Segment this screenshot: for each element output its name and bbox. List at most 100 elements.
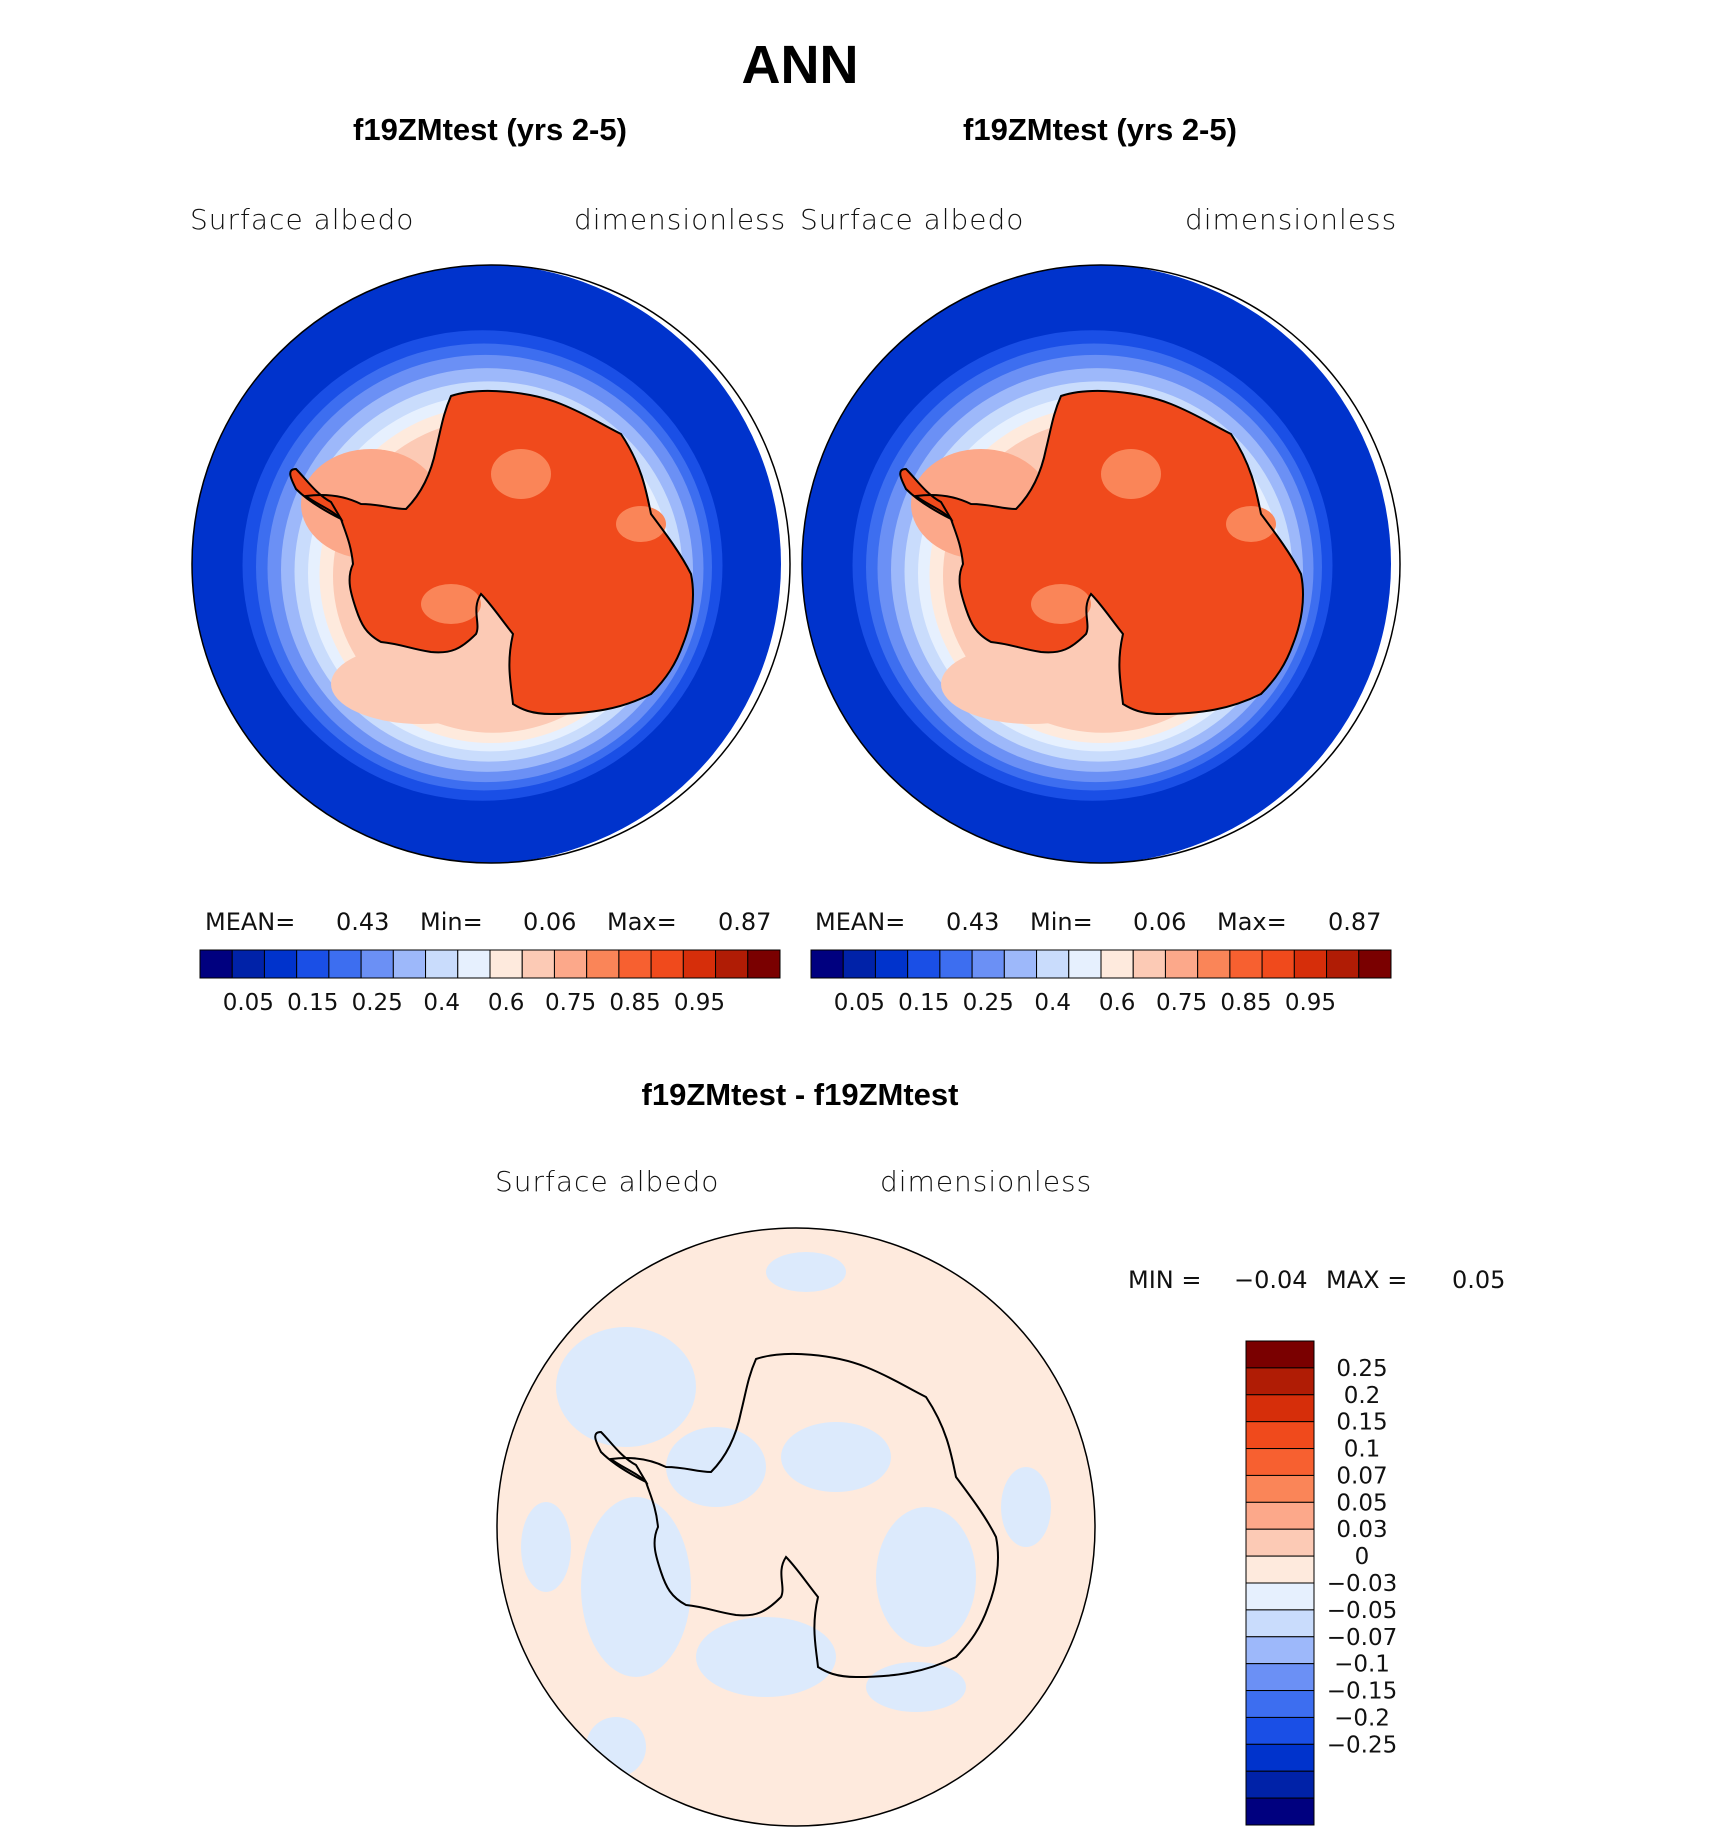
colorbar-swatch — [392, 949, 427, 979]
colorbar-swatch — [296, 949, 330, 979]
colorbar-tick-label: 0.95 — [1285, 990, 1336, 1016]
colorbar-tick-label: −0.25 — [1327, 1732, 1397, 1758]
colorbar-tick-label: 0.85 — [1220, 990, 1271, 1016]
colorbar-swatch — [1100, 949, 1134, 979]
colorbar-swatch — [939, 949, 973, 979]
colorbar-tick-label: 0.25 — [1336, 1356, 1387, 1382]
colorbar-tick-label: 0.25 — [963, 990, 1014, 1016]
colorbar-swatch — [1245, 1716, 1315, 1745]
colorbar-tick-label: 0.95 — [674, 990, 725, 1016]
colorbar-tick-label: 0.1 — [1344, 1437, 1381, 1463]
colorbar-tick-label: 0.2 — [1344, 1383, 1381, 1409]
colorbar-swatch — [747, 949, 781, 979]
colorbar-tick-label: −0.2 — [1334, 1705, 1390, 1731]
colorbar-swatch — [1245, 1690, 1315, 1718]
colorbar-tick-label: −0.1 — [1334, 1652, 1390, 1678]
colorbar-swatch — [1293, 949, 1328, 979]
colorbar-swatch — [231, 949, 265, 979]
colorbar-tick-label: 0.07 — [1336, 1463, 1387, 1489]
colorbar-swatch — [650, 949, 684, 979]
colorbar-tick-label: 0.05 — [223, 990, 274, 1016]
map-left — [191, 264, 791, 864]
panel-right-units: dimensionless — [1185, 203, 1398, 236]
colorbar-swatch — [1245, 1797, 1315, 1826]
colorbar-swatch — [1326, 949, 1360, 979]
colorbar-swatch — [328, 949, 362, 979]
colorbar-swatch — [521, 949, 555, 979]
colorbar-swatch — [1245, 1770, 1315, 1799]
colorbar-swatch — [1245, 1528, 1315, 1557]
panel-diff-variable: Surface albedo — [495, 1165, 720, 1198]
colorbar-swatch — [489, 949, 523, 979]
colorbar-swatch — [1245, 1367, 1315, 1396]
diff-max-label: MAX = — [1326, 1266, 1408, 1294]
colorbar-swatch — [842, 949, 876, 979]
figure-title: ANN — [741, 35, 859, 95]
colorbar-swatch — [360, 949, 394, 979]
colorbar-swatch — [971, 949, 1005, 979]
panel-left-units: dimensionless — [574, 203, 787, 236]
right-max-value: 0.87 — [1328, 908, 1382, 936]
colorbar-swatch — [1245, 1555, 1315, 1584]
colorbar-tick-label: −0.03 — [1327, 1571, 1397, 1597]
colorbar-tick-label: 0.05 — [834, 990, 885, 1016]
colorbar-swatch — [1245, 1743, 1315, 1772]
colorbar-swatch — [586, 949, 620, 979]
colorbar-left: 0.05 0.15 0.25 0.4 0.6 0.75 0.85 0.95 — [199, 949, 781, 1016]
colorbar-swatch — [1245, 1501, 1315, 1530]
left-min-value: 0.06 — [523, 908, 577, 936]
colorbar-tick-label: 0.15 — [1336, 1410, 1387, 1436]
colorbar-swatch — [1068, 949, 1102, 979]
colorbar-swatch — [1245, 1394, 1315, 1423]
colorbar-swatch — [1245, 1340, 1315, 1369]
colorbar-swatch — [1245, 1609, 1315, 1638]
colorbar-swatch — [1245, 1448, 1315, 1476]
colorbar-swatch — [425, 949, 459, 979]
colorbar-tick-label: 0.15 — [898, 990, 949, 1016]
colorbar-tick-label: 0.25 — [352, 990, 403, 1016]
colorbar-swatch — [1245, 1663, 1315, 1692]
panel-left-variable: Surface albedo — [190, 203, 415, 236]
left-mean-value: 0.43 — [336, 908, 390, 936]
colorbar-tick-label: 0.85 — [609, 990, 660, 1016]
colorbar-tick-label: −0.05 — [1327, 1598, 1397, 1624]
colorbar-swatch — [1245, 1474, 1315, 1503]
left-max-label: Max= — [607, 908, 677, 936]
left-mean-label: MEAN= — [205, 908, 296, 936]
colorbar-swatch — [263, 949, 298, 979]
right-min-value: 0.06 — [1133, 908, 1187, 936]
colorbar-diff: 0.250.20.150.10.070.050.030−0.03−0.05−0.… — [1245, 1340, 1397, 1826]
colorbar-swatch — [1245, 1582, 1315, 1611]
colorbar-tick-label: 0.75 — [545, 990, 596, 1016]
colorbar-tick-label: 0.15 — [287, 990, 338, 1016]
colorbar-tick-label: 0.6 — [488, 990, 525, 1016]
colorbar-swatch — [553, 949, 588, 979]
map-diff — [496, 1227, 1096, 1827]
colorbar-swatch — [1261, 949, 1295, 979]
colorbar-swatch — [1197, 949, 1231, 979]
colorbar-tick-label: 0.6 — [1099, 990, 1136, 1016]
colorbar-swatch — [682, 949, 717, 979]
colorbar-swatch — [907, 949, 941, 979]
diff-min-value: −0.04 — [1234, 1266, 1308, 1294]
colorbar-swatch — [618, 949, 652, 979]
colorbar-swatch — [1245, 1421, 1315, 1450]
colorbar-tick-label: 0 — [1355, 1544, 1370, 1570]
colorbar-swatch — [1036, 949, 1070, 979]
colorbar-swatch — [1003, 949, 1038, 979]
diff-min-label: MIN = — [1128, 1266, 1202, 1294]
colorbar-swatch — [810, 949, 844, 979]
left-max-value: 0.87 — [718, 908, 772, 936]
panel-right-variable: Surface albedo — [800, 203, 1025, 236]
colorbar-tick-label: −0.07 — [1327, 1625, 1397, 1651]
colorbar-right: 0.05 0.15 0.25 0.4 0.6 0.75 0.85 0.95 — [810, 949, 1392, 1016]
right-mean-label: MEAN= — [815, 908, 906, 936]
left-min-label: Min= — [420, 908, 483, 936]
colorbar-tick-label: 0.4 — [423, 990, 460, 1016]
panel-left-title: f19ZMtest (yrs 2-5) — [353, 112, 627, 147]
panel-diff-title: f19ZMtest - f19ZMtest — [641, 1077, 959, 1112]
right-mean-value: 0.43 — [946, 908, 1000, 936]
colorbar-swatch — [1245, 1636, 1315, 1665]
diff-max-value: 0.05 — [1452, 1266, 1506, 1294]
colorbar-swatch — [874, 949, 909, 979]
